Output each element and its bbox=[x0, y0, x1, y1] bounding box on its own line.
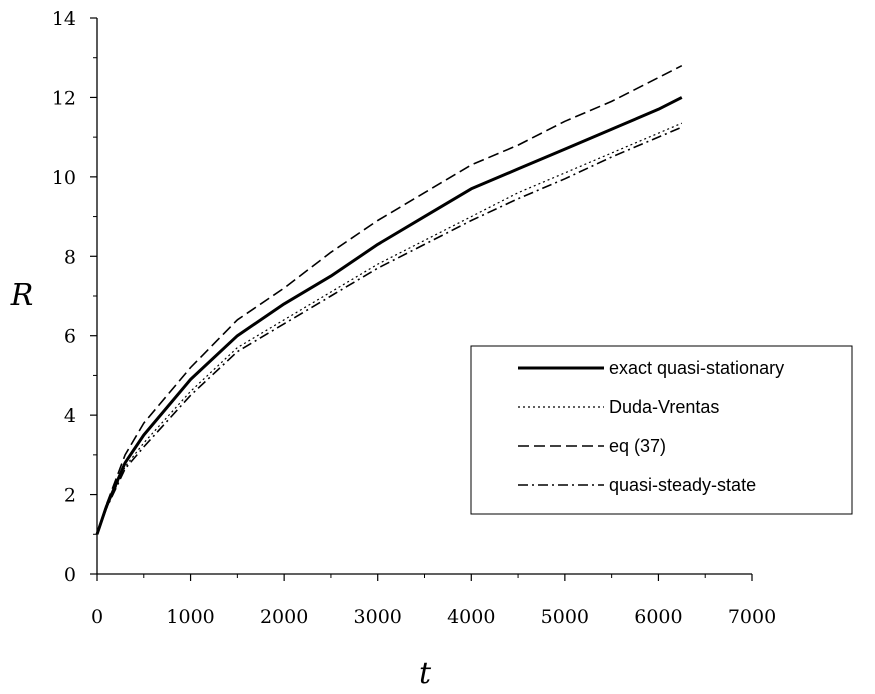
x-tick-label: 4000 bbox=[447, 606, 495, 628]
x-axis-label: t bbox=[419, 656, 432, 691]
legend-label-1: Duda-Vrentas bbox=[609, 397, 719, 417]
y-tick-label: 6 bbox=[64, 326, 76, 348]
axes: 0 2 4 6 8 10 12 14 0 1000 2000 3000 4000 5000 6000 7000 bbox=[52, 8, 776, 628]
y-tick-label: 14 bbox=[52, 8, 76, 30]
x-tick-label: 5000 bbox=[541, 606, 589, 628]
legend-label-3: quasi-steady-state bbox=[609, 475, 756, 495]
x-tick-label: 1000 bbox=[166, 606, 214, 628]
series-layer bbox=[95, 64, 683, 535]
y-tick-label: 12 bbox=[52, 87, 76, 109]
x-tick-label: 0 bbox=[91, 606, 103, 628]
legend-label-2: eq (37) bbox=[609, 436, 666, 456]
legend: exact quasi-stationary Duda-Vrentas eq (37… bbox=[470, 345, 853, 515]
series-line-3 bbox=[96, 126, 683, 535]
y-tick-label: 2 bbox=[64, 485, 76, 507]
x-tick-label: 2000 bbox=[260, 606, 308, 628]
x-tick-label: 3000 bbox=[354, 606, 402, 628]
x-tick-label: 7000 bbox=[728, 606, 776, 628]
series-line-0 bbox=[95, 96, 683, 535]
y-tick-label: 10 bbox=[52, 167, 76, 189]
y-tick-label: 0 bbox=[64, 564, 76, 586]
series-line-2 bbox=[96, 64, 683, 535]
legend-label-0: exact quasi-stationary bbox=[609, 358, 784, 378]
legend-box bbox=[470, 345, 853, 515]
y-tick-label: 4 bbox=[64, 405, 76, 427]
y-axis-label: R bbox=[10, 278, 34, 313]
y-tick-label: 8 bbox=[64, 246, 76, 268]
x-tick-label: 6000 bbox=[634, 606, 682, 628]
